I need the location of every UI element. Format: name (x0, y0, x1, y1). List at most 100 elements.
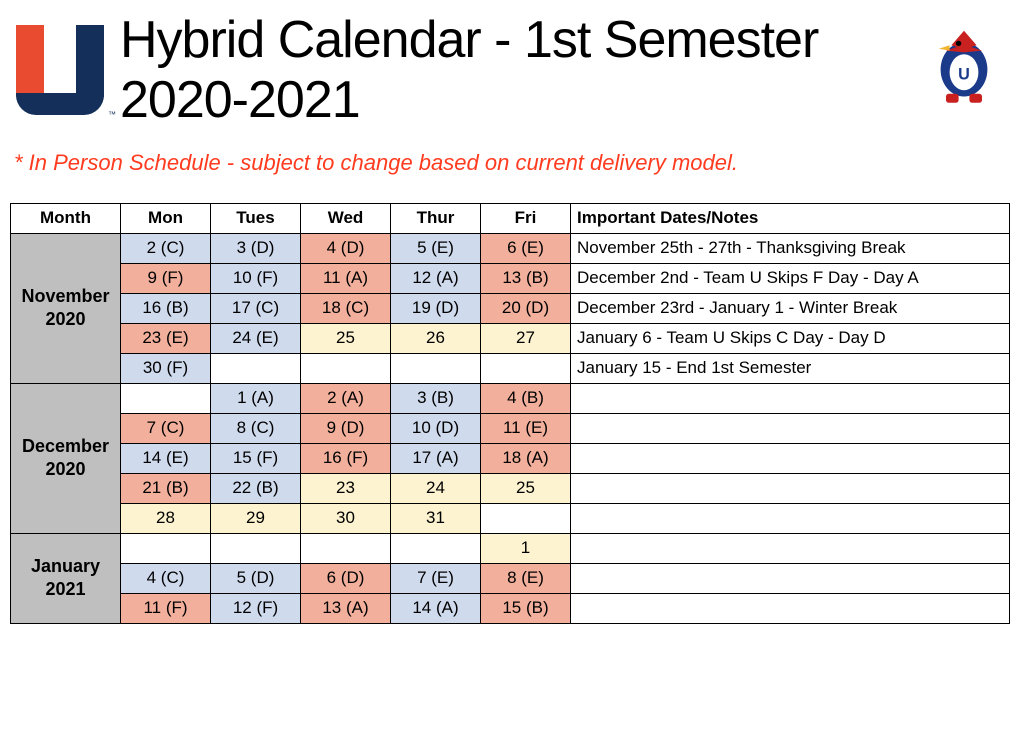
day-cell: 10 (D) (391, 413, 481, 443)
day-cell: 6 (D) (301, 563, 391, 593)
day-cell (121, 383, 211, 413)
day-cell: 3 (D) (211, 233, 301, 263)
table-row: January20211 (11, 533, 1010, 563)
table-row: 4 (C)5 (D)6 (D)7 (E)8 (E) (11, 563, 1010, 593)
day-cell: 11 (E) (481, 413, 571, 443)
day-cell: 15 (B) (481, 593, 571, 623)
day-cell: 30 (F) (121, 353, 211, 383)
note-cell (571, 563, 1010, 593)
day-cell: 14 (A) (391, 593, 481, 623)
day-cell: 17 (C) (211, 293, 301, 323)
table-row: 30 (F) January 15 - End 1st Semester (11, 353, 1010, 383)
day-cell: 12 (F) (211, 593, 301, 623)
day-cell: 9 (D) (301, 413, 391, 443)
month-label: January2021 (11, 533, 121, 623)
day-cell: 15 (F) (211, 443, 301, 473)
note-cell (571, 593, 1010, 623)
day-cell: 23 (E) (121, 323, 211, 353)
col-notes: Important Dates/Notes (571, 203, 1010, 233)
day-cell: 7 (C) (121, 413, 211, 443)
page-title: Hybrid Calendar - 1st Semester 2020-2021 (120, 10, 904, 130)
note-cell: December 23rd - January 1 - Winter Break (571, 293, 1010, 323)
day-cell: 22 (B) (211, 473, 301, 503)
col-fri: Fri (481, 203, 571, 233)
day-cell: 13 (B) (481, 263, 571, 293)
logo-u-icon: ™ (10, 25, 110, 115)
col-tues: Tues (211, 203, 301, 233)
day-cell: 2 (C) (121, 233, 211, 263)
table-row: December20201 (A)2 (A)3 (B)4 (B) (11, 383, 1010, 413)
table-row: 9 (F)10 (F)11 (A)12 (A)13 (B)December 2n… (11, 263, 1010, 293)
header: ™ Hybrid Calendar - 1st Semester 2020-20… (10, 10, 1014, 130)
col-mon: Mon (121, 203, 211, 233)
subtitle: * In Person Schedule - subject to change… (14, 148, 854, 179)
day-cell: 1 (A) (211, 383, 301, 413)
day-cell: 23 (301, 473, 391, 503)
day-cell: 4 (C) (121, 563, 211, 593)
day-cell: 3 (B) (391, 383, 481, 413)
header-row: Month Mon Tues Wed Thur Fri Important Da… (11, 203, 1010, 233)
day-cell (121, 533, 211, 563)
day-cell: 1 (481, 533, 571, 563)
day-cell: 17 (A) (391, 443, 481, 473)
day-cell: 24 (E) (211, 323, 301, 353)
mascot-icon: U (914, 20, 1014, 120)
table-row: 16 (B)17 (C)18 (C)19 (D)20 (D)December 2… (11, 293, 1010, 323)
day-cell: 27 (481, 323, 571, 353)
note-cell: November 25th - 27th - Thanksgiving Brea… (571, 233, 1010, 263)
note-cell (571, 443, 1010, 473)
day-cell: 18 (A) (481, 443, 571, 473)
day-cell: 24 (391, 473, 481, 503)
day-cell: 5 (E) (391, 233, 481, 263)
day-cell: 10 (F) (211, 263, 301, 293)
table-row: 11 (F)12 (F)13 (A)14 (A)15 (B) (11, 593, 1010, 623)
day-cell: 6 (E) (481, 233, 571, 263)
day-cell: 26 (391, 323, 481, 353)
day-cell (481, 503, 571, 533)
day-cell: 25 (481, 473, 571, 503)
day-cell (391, 353, 481, 383)
col-month: Month (11, 203, 121, 233)
day-cell: 8 (E) (481, 563, 571, 593)
day-cell: 19 (D) (391, 293, 481, 323)
calendar-table: Month Mon Tues Wed Thur Fri Important Da… (10, 203, 1010, 624)
note-cell (571, 413, 1010, 443)
svg-text:U: U (958, 65, 970, 83)
day-cell: 28 (121, 503, 211, 533)
day-cell: 4 (D) (301, 233, 391, 263)
day-cell: 7 (E) (391, 563, 481, 593)
table-row: 28293031 (11, 503, 1010, 533)
day-cell: 8 (C) (211, 413, 301, 443)
day-cell: 13 (A) (301, 593, 391, 623)
table-row: 7 (C)8 (C)9 (D)10 (D)11 (E) (11, 413, 1010, 443)
day-cell: 21 (B) (121, 473, 211, 503)
note-cell (571, 533, 1010, 563)
note-cell: January 15 - End 1st Semester (571, 353, 1010, 383)
note-cell: December 2nd - Team U Skips F Day - Day … (571, 263, 1010, 293)
day-cell (211, 353, 301, 383)
day-cell: 25 (301, 323, 391, 353)
day-cell: 5 (D) (211, 563, 301, 593)
note-cell (571, 503, 1010, 533)
day-cell (211, 533, 301, 563)
day-cell (391, 533, 481, 563)
day-cell: 11 (F) (121, 593, 211, 623)
day-cell: 16 (B) (121, 293, 211, 323)
day-cell: 31 (391, 503, 481, 533)
month-label: December2020 (11, 383, 121, 533)
col-thur: Thur (391, 203, 481, 233)
day-cell: 9 (F) (121, 263, 211, 293)
table-row: 14 (E)15 (F)16 (F)17 (A)18 (A) (11, 443, 1010, 473)
note-cell: January 6 - Team U Skips C Day - Day D (571, 323, 1010, 353)
col-wed: Wed (301, 203, 391, 233)
day-cell: 20 (D) (481, 293, 571, 323)
table-row: November20202 (C)3 (D)4 (D)5 (E)6 (E)Nov… (11, 233, 1010, 263)
day-cell: 29 (211, 503, 301, 533)
day-cell: 16 (F) (301, 443, 391, 473)
table-row: 21 (B)22 (B)232425 (11, 473, 1010, 503)
day-cell: 11 (A) (301, 263, 391, 293)
day-cell: 4 (B) (481, 383, 571, 413)
day-cell: 14 (E) (121, 443, 211, 473)
day-cell (481, 353, 571, 383)
month-label: November2020 (11, 233, 121, 383)
